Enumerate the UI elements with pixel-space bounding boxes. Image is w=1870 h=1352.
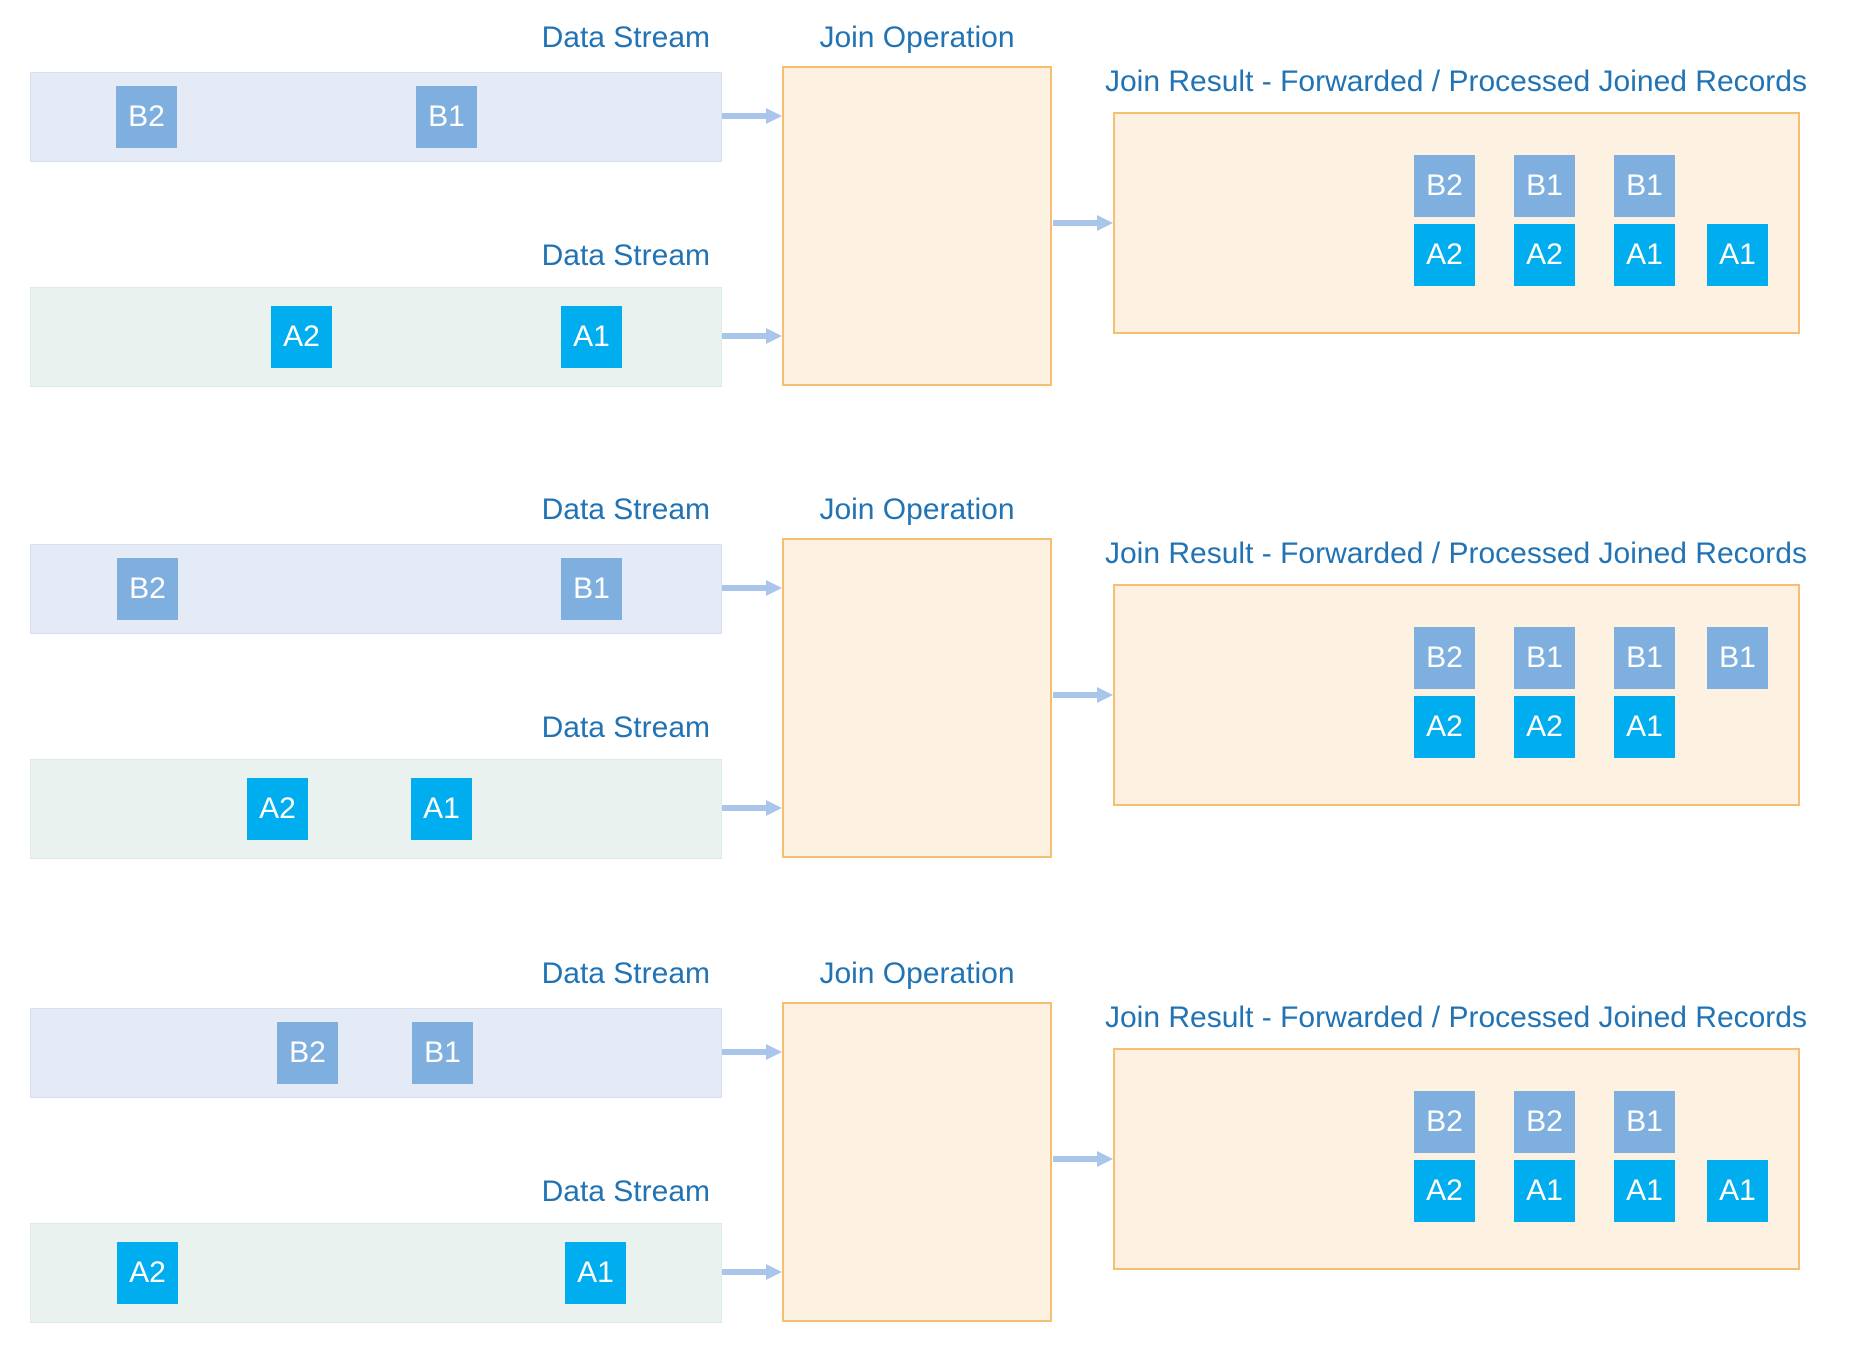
data-stream-b-label: Data Stream [541,493,710,526]
record-b1: B1 [1707,627,1768,689]
result-pair: A1 [1707,1091,1768,1229]
join-result-label: Join Result - Forwarded / Processed Join… [1105,65,1807,98]
data-stream-a-label: Data Stream [541,239,710,272]
record-b1: B1 [416,86,477,148]
data-stream-bar-b: B2 B1 [30,72,722,162]
record-a2: A2 [271,306,332,368]
record-b2: B2 [277,1022,338,1084]
data-stream-bar-a: A2 A1 [30,1223,722,1323]
record-b2: B2 [116,86,177,148]
record-a1: A1 [1707,224,1768,286]
arrow-right-icon [1053,687,1113,703]
record-b2: B2 [1414,627,1475,689]
join-operation-box [782,1002,1052,1322]
record-a2: A2 [1414,1160,1475,1222]
record-a2: A2 [1414,224,1475,286]
join-operation-label: Join Operation [819,493,1015,526]
data-stream-bar-a: A2 A1 [30,759,722,859]
data-stream-a-label: Data Stream [541,711,710,744]
record-a1: A1 [561,306,622,368]
result-pair: B1 A1 [1614,627,1675,765]
result-pair: B1 A2 [1514,627,1575,765]
arrow-right-icon [722,1044,782,1060]
data-stream-a-label: Data Stream [541,1175,710,1208]
join-operation-box [782,66,1052,386]
record-b1: B1 [561,558,622,620]
record-b1: B1 [1514,627,1575,689]
arrow-right-icon [722,580,782,596]
join-result-box: B2 A2 B2 A1 B1 A1 A1 [1113,1048,1800,1270]
result-pair: B2 A1 [1514,1091,1575,1229]
record-b1: B1 [1614,155,1675,217]
data-stream-b-label: Data Stream [541,957,710,990]
record-a1: A1 [411,778,472,840]
arrow-right-icon [1053,1151,1113,1167]
result-pair: B2 A2 [1414,1091,1475,1229]
arrow-right-icon [722,1264,782,1280]
result-pair: B1 A2 [1514,155,1575,293]
join-operation-label: Join Operation [819,957,1015,990]
join-operation-label: Join Operation [819,21,1015,54]
join-result-box: B2 A2 B1 A2 B1 A1 B1 [1113,584,1800,806]
record-a1: A1 [1614,224,1675,286]
result-pair: B1 A1 [1614,1091,1675,1229]
record-b1: B1 [1614,627,1675,689]
record-b2: B2 [117,558,178,620]
join-operation-box [782,538,1052,858]
result-pair: B1 [1707,627,1768,765]
record-b1: B1 [1514,155,1575,217]
join-scenario-row: Data Stream B2 B1 Data Stream A2 A1 Join O… [0,0,1870,400]
record-b2: B2 [1414,1091,1475,1153]
data-stream-b-label: Data Stream [541,21,710,54]
arrow-right-icon [1053,215,1113,231]
record-b1: B1 [412,1022,473,1084]
record-a1: A1 [1514,1160,1575,1222]
record-a2: A2 [247,778,308,840]
result-pair: A1 [1707,155,1768,293]
arrow-right-icon [722,108,782,124]
record-a1: A1 [1614,696,1675,758]
record-a1: A1 [1707,1160,1768,1222]
arrow-right-icon [722,800,782,816]
join-result-box: B2 A2 B1 A2 B1 A1 A1 [1113,112,1800,334]
data-stream-bar-a: A2 A1 [30,287,722,387]
data-stream-bar-b: B2 B1 [30,1008,722,1098]
join-result-label: Join Result - Forwarded / Processed Join… [1105,537,1807,570]
record-b2: B2 [1414,155,1475,217]
record-b2: B2 [1514,1091,1575,1153]
join-scenario-row: Data Stream B2 B1 Data Stream A2 A1 Join O… [0,936,1870,1336]
result-pair: B1 A1 [1614,155,1675,293]
record-a2: A2 [117,1242,178,1304]
record-a1: A1 [1614,1160,1675,1222]
record-a2: A2 [1514,224,1575,286]
record-a2: A2 [1514,696,1575,758]
join-scenario-row: Data Stream B2 B1 Data Stream A2 A1 Join O… [0,472,1870,872]
record-a1: A1 [565,1242,626,1304]
arrow-right-icon [722,328,782,344]
join-result-label: Join Result - Forwarded / Processed Join… [1105,1001,1807,1034]
result-pair: B2 A2 [1414,627,1475,765]
record-b1: B1 [1614,1091,1675,1153]
record-a2: A2 [1414,696,1475,758]
result-pair: B2 A2 [1414,155,1475,293]
data-stream-bar-b: B2 B1 [30,544,722,634]
